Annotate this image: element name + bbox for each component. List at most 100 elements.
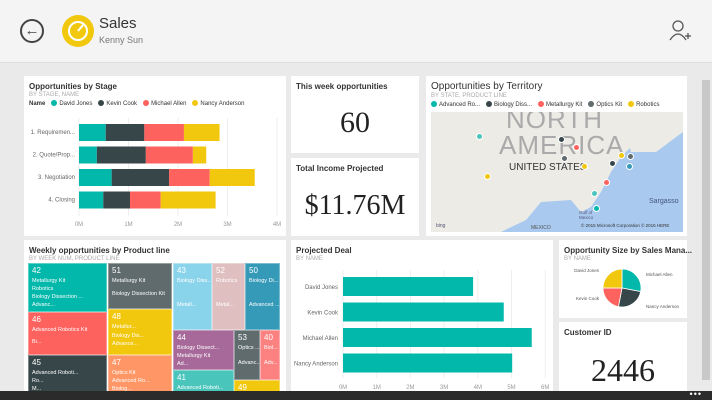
treemap-week: 50 (249, 266, 258, 275)
x-tick-label: 3M (223, 222, 231, 228)
map-data-point[interactable] (618, 152, 625, 159)
legend-label: Optics Kit (596, 102, 623, 108)
opportunities-by-territory-tile[interactable]: Opportunities by Territory BY STATE, PRO… (426, 76, 687, 236)
map-data-point[interactable] (593, 205, 600, 212)
treemap-cell[interactable]: 43 Biology Diss... Metall... (173, 263, 212, 330)
legend-item[interactable]: David Jones (51, 100, 92, 107)
x-tick-label: 4M (474, 385, 482, 391)
treemap-cell[interactable]: 42 Metallurgy Kit Robotics Biology Dissecti… (28, 263, 107, 312)
treemap-cell[interactable]: 47 Optics Kit Advanced Ro... Biolog... (108, 355, 172, 392)
bar (343, 353, 513, 373)
tile-title: Projected Deal (296, 246, 352, 255)
treemap-label: Robotics (32, 286, 54, 292)
treemap-cell[interactable]: 46 Advanced Robotics Kit Bi... (28, 312, 107, 355)
scrollbar[interactable] (702, 80, 710, 380)
tile-subtitle: BY WEEK NUM, PRODUCT LINE (29, 256, 120, 262)
map-label-gulf: Gulf of Mexico (579, 210, 594, 220)
treemap-label: Metallurgy Kit (177, 353, 211, 359)
treemap-week: 44 (177, 333, 186, 342)
pie-slice (617, 287, 642, 308)
bar-segment (79, 124, 106, 141)
map-data-point[interactable] (476, 133, 483, 140)
treemap-label: Ad... (177, 361, 189, 367)
map-data-point[interactable] (581, 163, 588, 170)
map-data-point[interactable] (626, 163, 633, 170)
map[interactable]: NORTH AMERICA UNITED STATES Gulf of Mexi… (431, 112, 683, 232)
treemap-cell[interactable]: 52 Robotics Metal... (212, 263, 245, 330)
legend-item[interactable]: Advanced Ro... (431, 101, 480, 108)
tile-title: Opportunities by Territory (431, 81, 543, 92)
treemap-label: Robotics (216, 278, 238, 284)
bar-segment (209, 169, 255, 186)
this-week-opportunities-tile[interactable]: This week opportunities 60 (291, 76, 419, 153)
treemap-label: Advanc... (32, 302, 55, 308)
treemap-cell[interactable]: 53 Optics ... Advanc... (234, 330, 260, 380)
map-data-point[interactable] (558, 136, 565, 143)
tile-subtitle: BY NAME (296, 256, 323, 262)
treemap-cell[interactable]: 51 Metallurgy Kit Biology Dissection Kit (108, 263, 172, 309)
tile-subtitle: BY NAME (564, 256, 591, 262)
legend-item[interactable]: Biology Diss... (486, 101, 532, 108)
y-category-label: 4. Closing (48, 198, 75, 204)
projected-deal-tile[interactable]: Projected Deal BY NAME 0M 1M 2M 3M 4M 5M 6M Dav… (291, 240, 553, 392)
tile-subtitle: BY STATE, PRODUCT LINE (431, 93, 507, 99)
total-income-tile[interactable]: Total Income Projected $11.76M (291, 158, 419, 236)
kpi-value: $11.76M (304, 190, 406, 221)
treemap-label: Metallur... (112, 324, 136, 330)
map-data-point[interactable] (573, 144, 580, 151)
treemap-week: 48 (112, 312, 121, 321)
legend-item[interactable]: Michael Allen (143, 100, 186, 107)
map-data-point[interactable] (591, 190, 598, 197)
bar-segment (111, 169, 170, 186)
legend-item[interactable]: Metallurgy Kit (538, 101, 582, 108)
stacked-bar-chart: 0M 1M 2M 3M 4M 1. Requiremen... 2. Quote/Prop.… (31, 118, 281, 228)
add-user-icon[interactable] (668, 18, 692, 42)
treemap-week: 40 (264, 333, 273, 342)
map-data-point[interactable] (603, 179, 610, 186)
bar-segment (79, 169, 112, 186)
map-data-point[interactable] (627, 153, 634, 160)
pie-slice (621, 268, 642, 293)
map-label-sea: Sargasso (649, 198, 679, 205)
map-data-point[interactable] (609, 160, 616, 167)
pie-chart: Michael Allen Nancy Anderson Kevin Cook Dav… (574, 268, 679, 309)
bar (343, 277, 474, 296)
y-category-label: Kevin Cook (307, 311, 339, 317)
x-tick-label: 0M (75, 222, 83, 228)
treemap-week: 42 (32, 266, 41, 275)
y-category-label: 2. Quote/Prop... (33, 153, 76, 159)
legend-dot (51, 100, 58, 106)
bar-segment (169, 169, 210, 186)
legend-label: Biology Diss... (494, 102, 533, 108)
map-data-point[interactable] (484, 173, 491, 180)
legend-dot (192, 100, 199, 106)
treemap-cell[interactable]: 40 Biol... Adv... (260, 330, 280, 380)
pie-label: David Jones (574, 268, 600, 273)
legend-item[interactable]: Robotics (628, 101, 659, 108)
bar-segment (79, 191, 104, 209)
bar-segment (103, 191, 130, 209)
treemap-label: Advanced Roboti... (32, 370, 79, 376)
treemap-week: 43 (177, 266, 186, 275)
treemap-cell[interactable]: 45 Advanced Roboti... Ro... M... (28, 355, 107, 392)
treemap-cell[interactable]: 44 Biology Dissect... Metallurgy Kit Ad... (173, 330, 234, 370)
treemap-label: Advanced Ro... (112, 378, 150, 384)
legend-item[interactable]: Nancy Anderson (192, 100, 244, 107)
opportunity-size-tile[interactable]: Opportunity Size by Sales Mana... BY NAM… (559, 240, 692, 318)
treemap-label: Biolog... (112, 386, 132, 392)
weekly-opportunities-tile[interactable]: Weekly opportunities by Product line BY … (24, 240, 286, 392)
more-options-button[interactable]: ••• (689, 389, 702, 399)
legend-item[interactable]: Optics Kit (588, 101, 622, 108)
treemap-cell[interactable]: 50 Biology Di... Advanced ... (245, 263, 280, 330)
legend-item[interactable]: Kevin Cook (98, 100, 137, 107)
treemap-cell[interactable]: 49 (234, 380, 280, 392)
treemap-label: Optics ... (238, 345, 260, 351)
map-data-point[interactable] (561, 155, 568, 162)
opportunities-by-stage-tile[interactable]: Opportunities by Stage BY STAGE, NAME Na… (24, 76, 286, 236)
treemap-cell[interactable]: 41 Advanced Roboti... (173, 370, 234, 392)
bar-segment (160, 191, 216, 209)
tile-title: Opportunity Size by Sales Mana... (564, 246, 693, 255)
customer-id-tile[interactable]: Customer ID 2446 (559, 322, 687, 392)
treemap-cell[interactable]: 48 Metallur... Biology Dis... Advance... (108, 309, 172, 355)
back-button[interactable]: ← (20, 19, 44, 43)
